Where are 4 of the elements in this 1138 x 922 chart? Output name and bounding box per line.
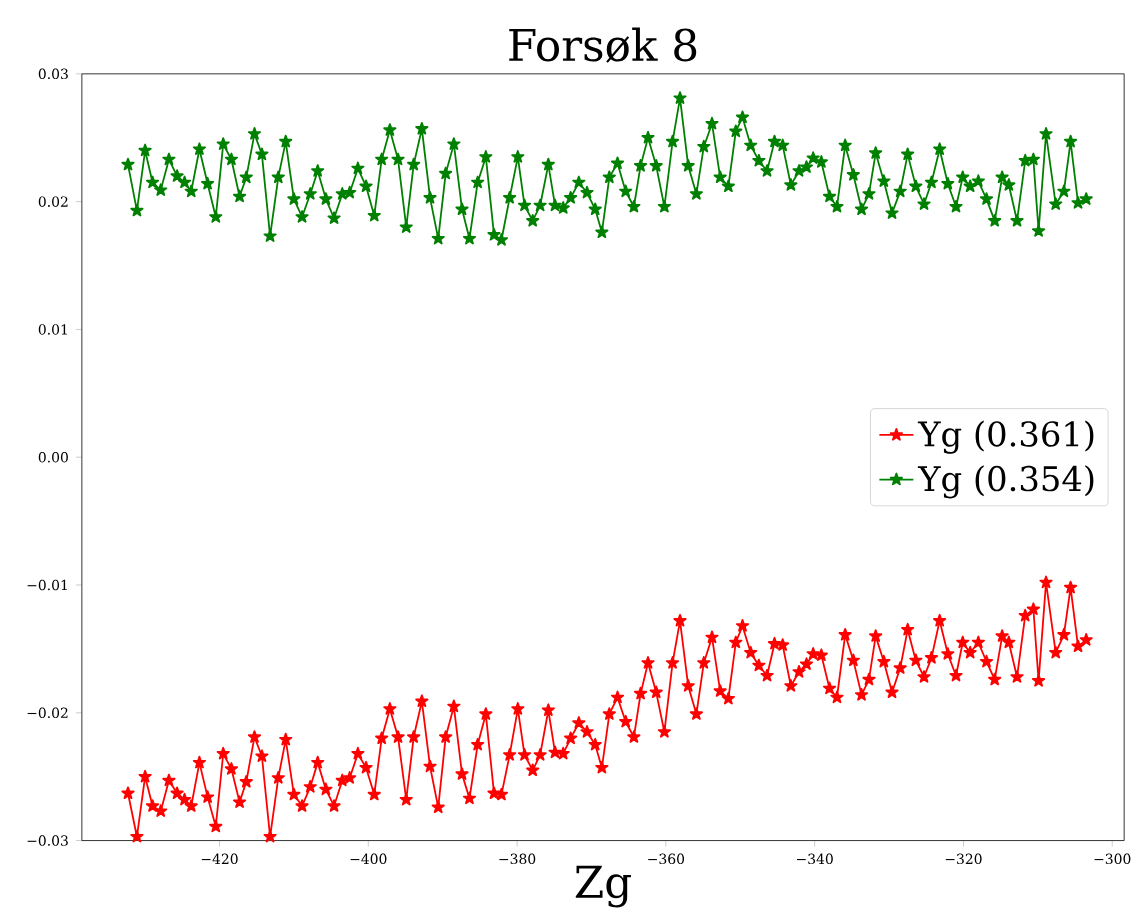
legend-label: Yg (0.354) bbox=[917, 464, 1094, 499]
chart-title: Forsøk 8 bbox=[509, 27, 697, 63]
x-axis-title: Zg bbox=[575, 865, 631, 908]
legend-label: Yg (0.361) bbox=[917, 420, 1094, 454]
